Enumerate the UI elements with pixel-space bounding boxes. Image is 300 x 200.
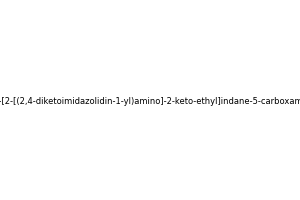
Text: N-[2-[(2,4-diketoimidazolidin-1-yl)amino]-2-keto-ethyl]indane-5-carboxamide: N-[2-[(2,4-diketoimidazolidin-1-yl)amino… — [0, 97, 300, 106]
